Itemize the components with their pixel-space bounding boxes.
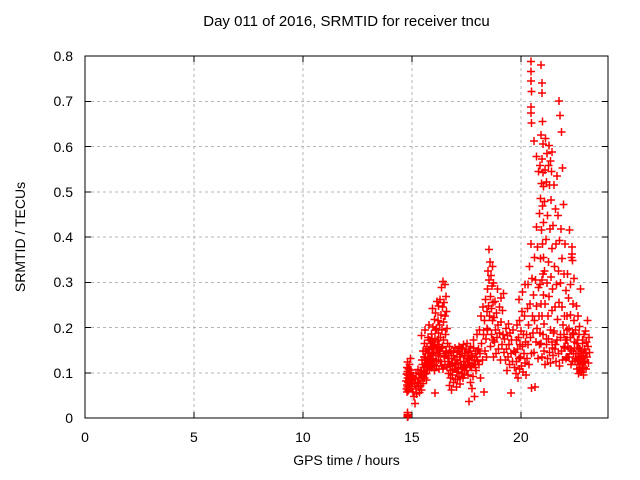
y-tick-label: 0.4 [53,229,73,245]
scatter-points [402,57,594,421]
x-tick-label: 5 [190,429,198,445]
x-tick-label: 15 [404,429,420,445]
y-tick-label: 0.3 [53,274,73,291]
x-tick-label: 20 [513,429,529,445]
y-tick-label: 0.2 [53,319,73,336]
grid-lines [85,56,608,418]
y-tick-label: 0.5 [53,183,73,200]
y-tick-label: 0.6 [53,138,73,155]
y-tick-label: 0.8 [53,48,73,64]
y-tick-label: 0 [65,410,73,426]
y-tick-label: 0.1 [53,364,73,381]
x-axis-label: GPS time / hours [293,452,400,468]
x-tick-label: 0 [81,429,89,445]
y-tick-label: 0.7 [53,93,73,110]
plot-border [84,55,609,419]
chart-title: Day 011 of 2016, SRMTID for receiver tnc… [203,13,490,30]
x-tick-label: 10 [295,429,311,445]
